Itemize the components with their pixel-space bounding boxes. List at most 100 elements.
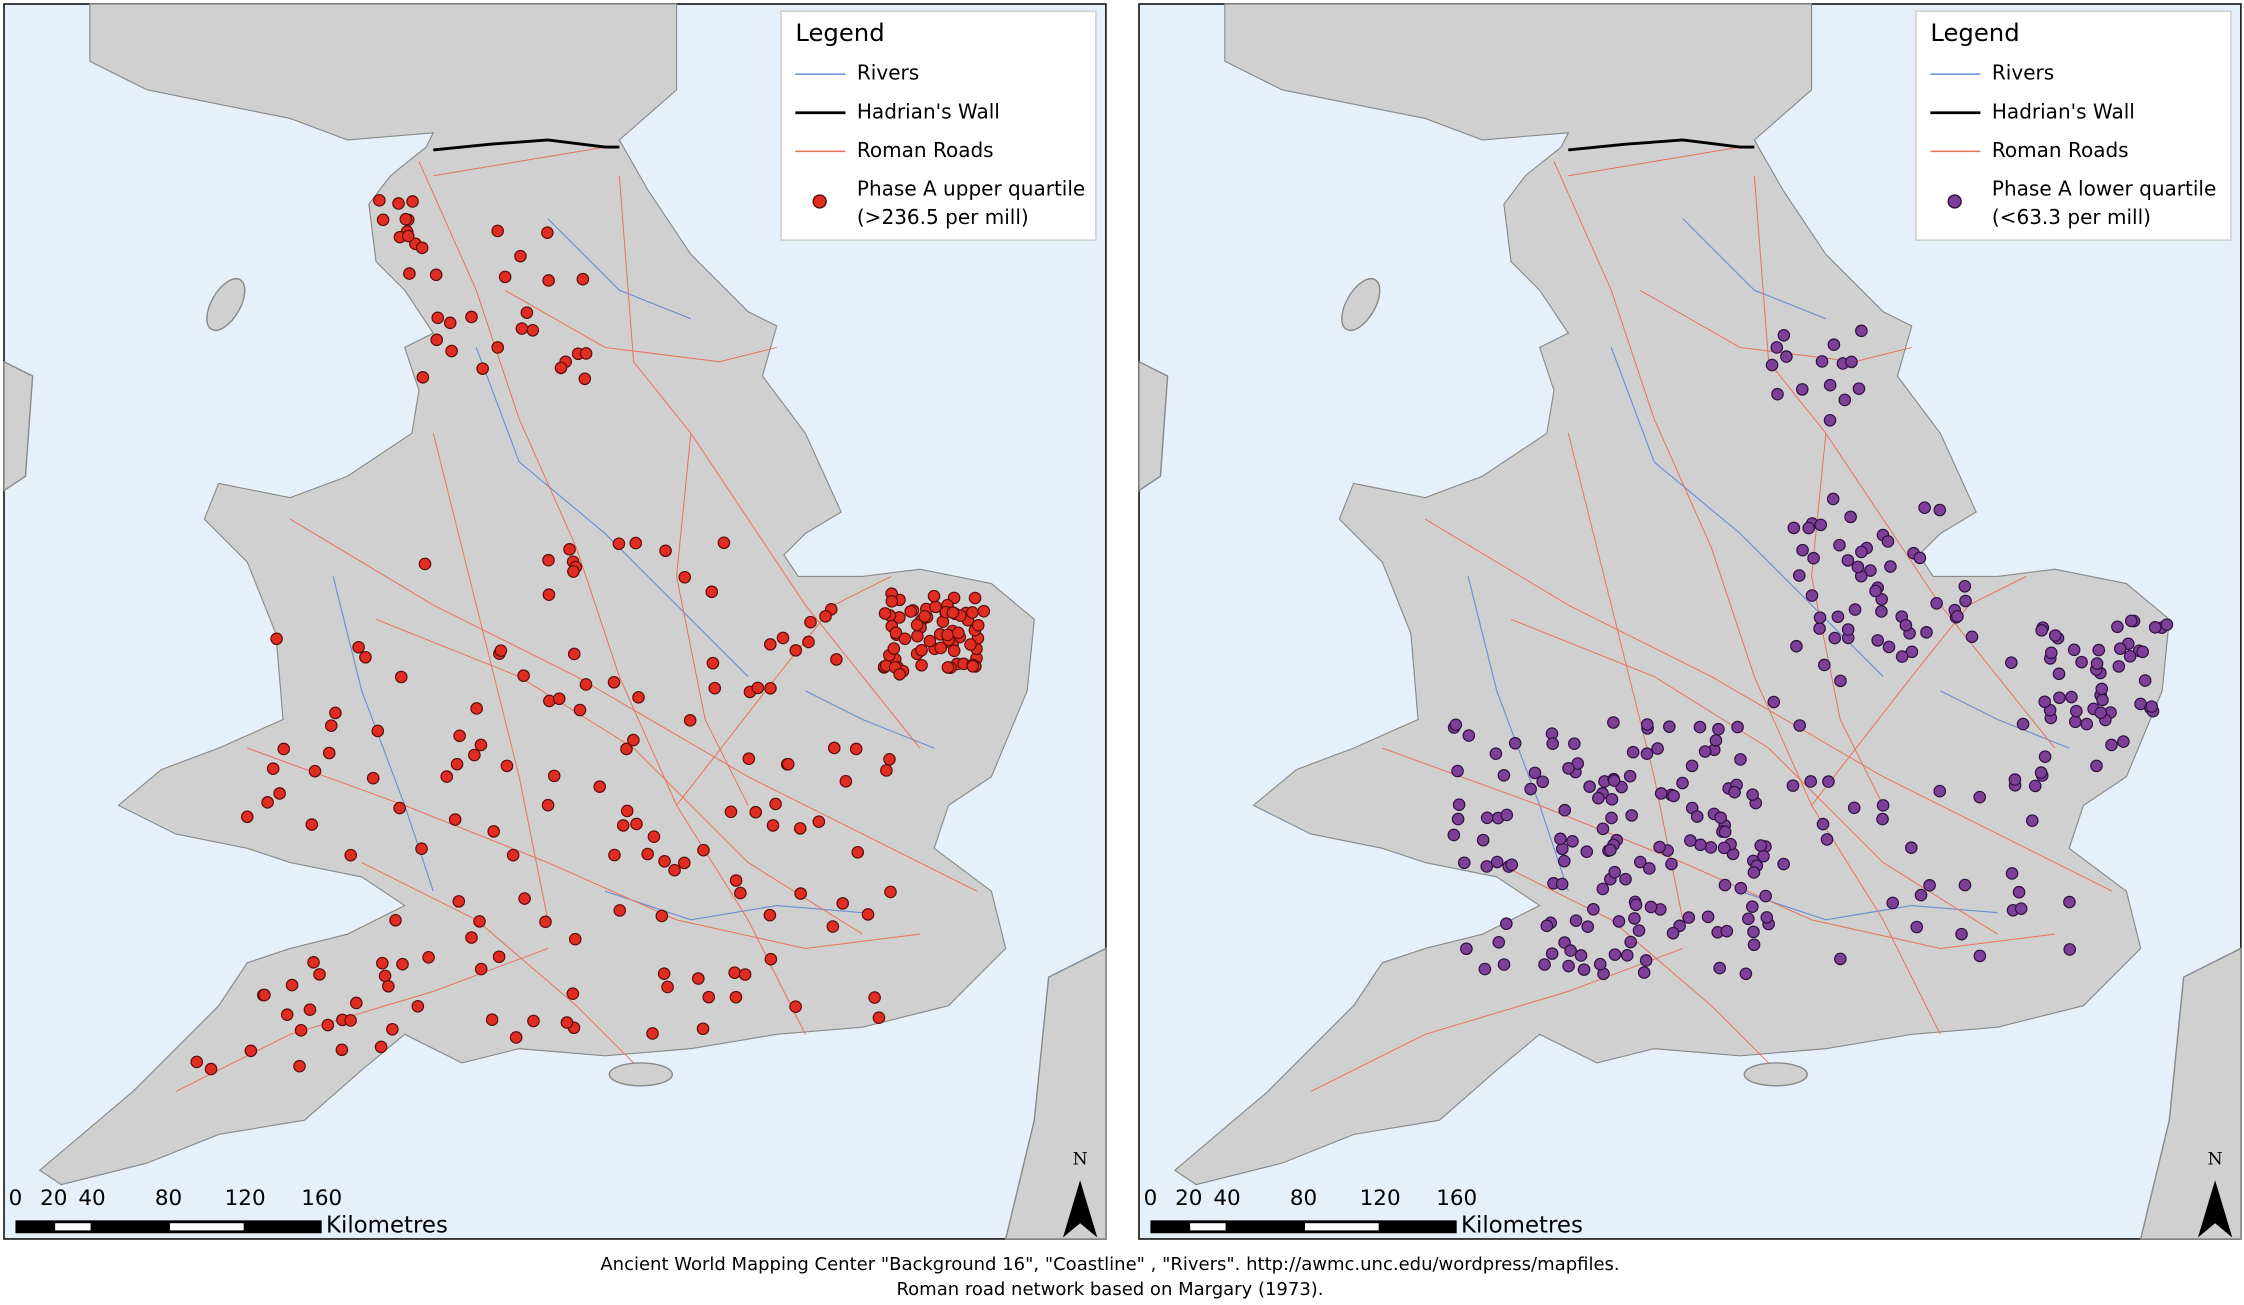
site-dot	[1823, 378, 1837, 392]
site-dot	[1587, 902, 1600, 916]
site-dot	[613, 904, 627, 917]
site-dot	[2044, 646, 2058, 660]
site-dot	[1795, 383, 1809, 396]
site-dot	[776, 631, 790, 645]
site-dot	[373, 194, 386, 207]
roman-road	[418, 161, 806, 1035]
site-dot	[573, 703, 587, 717]
site-dot	[2052, 667, 2066, 681]
site-dot	[1557, 854, 1571, 868]
site-dot	[697, 843, 710, 857]
site-dot	[627, 733, 640, 747]
roman-road	[1568, 146, 1741, 177]
site-dot	[1704, 841, 1718, 854]
scale-label: 40	[78, 1186, 105, 1211]
site-dot	[344, 1014, 357, 1027]
site-dot	[1577, 963, 1591, 976]
site-dot	[406, 195, 419, 208]
site-dot	[1632, 924, 1646, 937]
scale-label: 40	[1213, 1186, 1240, 1211]
site-dot	[751, 681, 765, 695]
site-dot	[261, 796, 274, 809]
site-dot	[1757, 849, 1770, 863]
site-dot	[898, 632, 912, 646]
site-dot	[1804, 775, 1818, 788]
site-dot	[443, 316, 457, 330]
site-dot	[952, 626, 965, 640]
site-dot	[399, 212, 413, 226]
map-panel: Legend Rivers Hadrian's Wall Roman Roads Pha…	[3, 3, 1107, 1240]
site-dot	[1628, 912, 1641, 925]
site-dot	[376, 956, 389, 970]
site-dot	[1626, 745, 1640, 759]
site-dot	[1536, 775, 1549, 789]
site-dot	[1930, 597, 1943, 610]
legend-label: Hadrian's Wall	[857, 99, 1000, 123]
site-dot	[764, 638, 777, 651]
site-dot	[1623, 769, 1637, 783]
isle-of-wight	[1743, 1062, 1808, 1087]
scale-label: 160	[1436, 1186, 1477, 1211]
site-dot	[1746, 788, 1759, 801]
site-dot	[1833, 538, 1846, 552]
site-dot	[1881, 535, 1895, 548]
map-panel: Legend Rivers Hadrian's Wall Roman Roads Pha…	[1138, 3, 2242, 1240]
site-dot	[2148, 621, 2162, 634]
scale-unit: Kilometres	[1461, 1213, 1583, 1239]
scale-unit: Kilometres	[326, 1213, 448, 1239]
site-dot	[1492, 936, 1506, 949]
site-dot	[579, 347, 593, 360]
roman-road	[618, 175, 921, 749]
site-dot	[678, 570, 692, 584]
site-dot	[335, 1043, 349, 1057]
site-dot	[918, 610, 932, 623]
site-dot	[280, 1008, 294, 1022]
site-dot	[1787, 521, 1801, 535]
legend-sublabel: (<63.3 per mill)	[1992, 205, 2151, 229]
site-dot	[476, 362, 489, 375]
site-dot	[563, 543, 576, 556]
site-dot	[514, 249, 527, 263]
site-dot	[620, 742, 633, 756]
site-dot	[1780, 350, 1793, 363]
site-dot	[1844, 510, 1857, 524]
site-dot	[904, 605, 917, 618]
legend-label: Phase A lower quartile	[1992, 177, 2216, 201]
roman-road	[247, 747, 920, 949]
site-dot	[646, 1027, 659, 1040]
site-dot	[1566, 834, 1579, 848]
site-dot	[1538, 958, 1551, 971]
river	[1940, 690, 2070, 749]
site-dot	[1876, 812, 1889, 826]
site-dot	[607, 675, 621, 689]
site-dot	[1933, 503, 1947, 517]
site-dot	[1596, 822, 1610, 836]
site-dot	[2028, 779, 2042, 793]
site-dot	[641, 847, 654, 861]
site-dot	[1568, 737, 1581, 750]
site-dot	[678, 856, 691, 870]
site-dot	[394, 670, 408, 684]
site-dot	[1629, 898, 1643, 912]
legend-box	[1915, 10, 2232, 241]
site-dot	[1524, 782, 1537, 796]
site-dot	[1497, 958, 1511, 971]
site-dot	[1959, 594, 1972, 608]
site-dot	[1608, 865, 1621, 879]
site-dot	[1452, 798, 1466, 811]
site-dot	[1624, 935, 1637, 949]
site-dot	[541, 798, 555, 812]
site-dot	[1790, 639, 1803, 653]
river	[604, 890, 863, 921]
site-dot	[554, 361, 568, 375]
site-dot	[352, 640, 365, 654]
site-dot	[1820, 833, 1834, 846]
site-dot	[542, 274, 555, 287]
site-dot	[1958, 878, 1972, 892]
site-dot	[392, 197, 405, 210]
scale-label: 0	[1144, 1186, 1158, 1211]
site-dot	[1852, 382, 1866, 395]
site-dot	[1505, 858, 1519, 872]
site-dot	[244, 1044, 258, 1058]
site-dot	[429, 268, 443, 282]
